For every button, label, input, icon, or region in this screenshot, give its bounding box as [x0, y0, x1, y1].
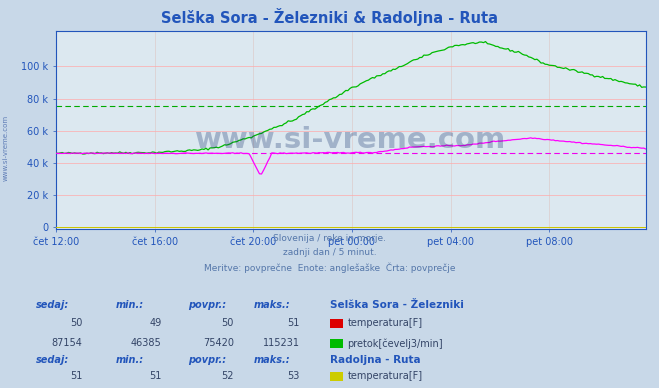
Text: min.:: min.:	[115, 300, 144, 310]
Text: temperatura[F]: temperatura[F]	[347, 318, 422, 328]
Text: www.si-vreme.com: www.si-vreme.com	[2, 114, 9, 180]
Text: maks.:: maks.:	[254, 355, 291, 365]
Text: Meritve: povprečne  Enote: anglešaške  Črta: povprečje: Meritve: povprečne Enote: anglešaške Črt…	[204, 262, 455, 273]
Text: 52: 52	[221, 371, 234, 381]
Text: Radoljna - Ruta: Radoljna - Ruta	[330, 355, 420, 365]
Text: 51: 51	[287, 318, 300, 328]
Text: 51: 51	[70, 371, 82, 381]
Text: maks.:: maks.:	[254, 300, 291, 310]
Text: pretok[čevelj3/min]: pretok[čevelj3/min]	[347, 338, 443, 349]
Text: www.si-vreme.com: www.si-vreme.com	[195, 126, 507, 154]
Text: min.:: min.:	[115, 355, 144, 365]
Text: temperatura[F]: temperatura[F]	[347, 371, 422, 381]
Text: 50: 50	[221, 318, 234, 328]
Text: 115231: 115231	[263, 338, 300, 348]
Text: 75420: 75420	[203, 338, 234, 348]
Text: 46385: 46385	[130, 338, 161, 348]
Text: 53: 53	[287, 371, 300, 381]
Text: 49: 49	[149, 318, 161, 328]
Text: Selška Sora - Železniki: Selška Sora - Železniki	[330, 300, 463, 310]
Text: povpr.:: povpr.:	[188, 300, 226, 310]
Text: 51: 51	[149, 371, 161, 381]
Text: 50: 50	[70, 318, 82, 328]
Text: zadnji dan / 5 minut.: zadnji dan / 5 minut.	[283, 248, 376, 258]
Text: 87154: 87154	[51, 338, 82, 348]
Text: Slovenija / reke in morje.: Slovenija / reke in morje.	[273, 234, 386, 243]
Text: sedaj:: sedaj:	[36, 300, 69, 310]
Text: sedaj:: sedaj:	[36, 355, 69, 365]
Text: povpr.:: povpr.:	[188, 355, 226, 365]
Text: Selška Sora - Železniki & Radoljna - Ruta: Selška Sora - Železniki & Radoljna - Rut…	[161, 9, 498, 26]
